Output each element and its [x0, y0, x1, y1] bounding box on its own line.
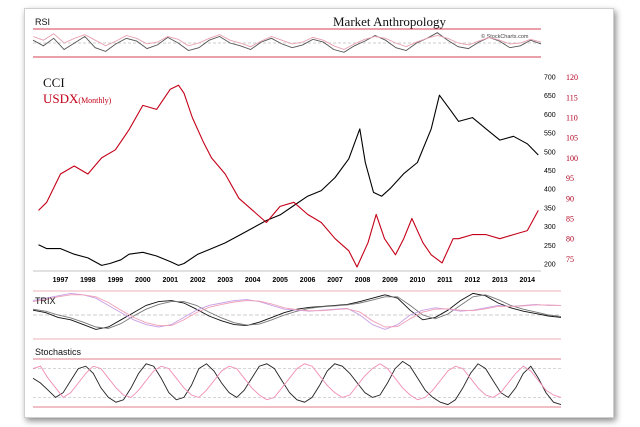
cci-line [38, 94, 539, 266]
legend-usdx-text: USDX [43, 91, 79, 106]
rsi-series-0 [32, 32, 542, 53]
usdx-tick-label: 100 [566, 154, 578, 163]
x-tick-label: 2005 [272, 277, 288, 284]
trix-series-3 [32, 294, 562, 328]
stochastics-panel-title: Stochastics [35, 347, 82, 357]
x-tick-label: 1997 [53, 277, 69, 284]
x-tick-label: 2007 [327, 277, 343, 284]
x-tick-label: 2000 [135, 277, 151, 284]
x-tick-label: 2008 [355, 277, 371, 284]
x-tick-label: 2010 [410, 277, 426, 284]
stoch-series-0 [32, 360, 562, 406]
cci-tick-label: 300 [544, 224, 556, 231]
trix-series-1 [32, 294, 562, 329]
trix-series-2 [32, 292, 561, 330]
x-tick-label: 2004 [245, 277, 261, 284]
x-tick-label: 2006 [300, 277, 316, 284]
usdx-tick-label: 75 [566, 255, 574, 264]
cci-tick-label: 250 [544, 243, 556, 250]
rsi-series-1 [32, 33, 542, 50]
source-credit: © StockCharts.com [481, 33, 529, 40]
cci-tick-label: 550 [544, 131, 556, 138]
usdx-tick-label: 85 [566, 214, 574, 223]
x-tick-label: 2002 [190, 277, 206, 284]
usdx-tick-label: 105 [566, 134, 578, 143]
chart-canvas: RSI Market Anthropology © StockCharts.co… [32, 14, 578, 408]
legend-usdx-period: (Monthly) [78, 96, 111, 105]
stoch-series-1 [32, 363, 562, 401]
cci-tick-label: 600 [544, 112, 556, 119]
brand-logo-text: Market Anthropology [333, 14, 447, 29]
legend-usdx: USDX(Monthly) [43, 91, 112, 106]
x-tick-label: 2011 [437, 277, 452, 284]
x-tick-label: 1999 [108, 277, 124, 284]
rsi-panel-title: RSI [35, 17, 50, 27]
usdx-tick-label: 115 [566, 93, 578, 102]
trix-series-0 [32, 292, 562, 330]
x-tick-label: 2009 [382, 277, 398, 284]
cci-tick-label: 400 [544, 187, 556, 194]
cci-tick-label: 500 [544, 149, 556, 156]
cci-tick-label: 200 [544, 262, 556, 269]
usdx-line [38, 84, 539, 268]
cci-tick-label: 700 [544, 74, 556, 81]
stochastics-panel [32, 358, 562, 408]
x-tick-label: 2001 [163, 277, 179, 284]
usdx-tick-label: 80 [566, 235, 574, 244]
usdx-tick-label: 95 [566, 174, 574, 183]
legend-cci: CCI [43, 75, 65, 90]
trix-panel-title: TRIX [35, 296, 56, 306]
x-tick-label: 2014 [519, 277, 535, 284]
x-tick-label: 2013 [492, 277, 508, 284]
x-tick-label: 2012 [465, 277, 481, 284]
x-tick-label: 1998 [80, 277, 96, 284]
chart-frame: RSI Market Anthropology © StockCharts.co… [24, 8, 614, 418]
cci-tick-label: 450 [544, 168, 556, 175]
usdx-tick-label: 110 [566, 113, 578, 122]
cci-tick-label: 350 [544, 205, 556, 212]
main-price-panel: 200 250 300 350 400 450 500 550 600 650 700 75 80 85 9… [33, 73, 578, 284]
usdx-tick-label: 90 [566, 194, 574, 203]
rsi-panel [32, 28, 542, 58]
x-tick-label: 2003 [217, 277, 233, 284]
trix-panel [32, 290, 562, 340]
usdx-tick-label: 120 [566, 73, 578, 82]
cci-tick-label: 650 [544, 93, 556, 100]
